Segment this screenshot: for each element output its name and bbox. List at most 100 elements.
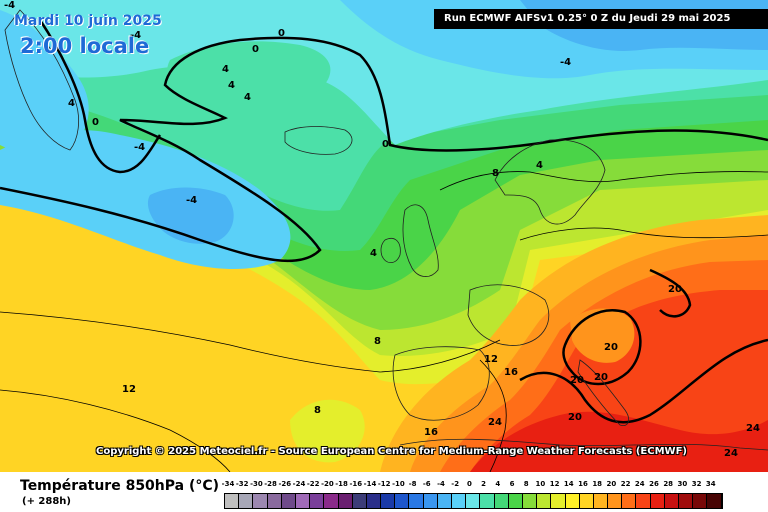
isotherm-label: 12 xyxy=(122,384,136,395)
legend-swatch xyxy=(409,494,424,508)
isotherm-label: 24 xyxy=(488,417,502,428)
legend-swatch xyxy=(608,494,623,508)
temperature-map: -4 0 0 4 4 4 4 0 -4 -4 0 -4 4 8 4 8 12 1… xyxy=(0,0,768,472)
legend-swatch xyxy=(664,494,679,508)
legend-swatch xyxy=(522,494,538,508)
legend-value-label: -22 xyxy=(306,480,320,488)
legend-swatch xyxy=(225,494,240,508)
isotherm-thin-3 xyxy=(439,171,768,191)
legend-value-label: -2 xyxy=(451,480,460,488)
isotherm-20-alps xyxy=(562,309,642,386)
legend-value-label: 14 xyxy=(563,480,574,488)
legend-value-label: 6 xyxy=(509,480,515,488)
isotherm-label: 12 xyxy=(484,354,498,365)
legend-swatch xyxy=(324,494,339,508)
legend-value-label: 20 xyxy=(606,480,617,488)
isotherm-label: 4 xyxy=(222,64,229,75)
legend-swatch xyxy=(381,494,396,508)
map-canvas: -4 0 0 4 4 4 4 0 -4 -4 0 -4 4 8 4 8 12 1… xyxy=(0,0,768,472)
isotherm-label: 8 xyxy=(314,405,321,416)
legend-value-label: -28 xyxy=(264,480,277,488)
legend-swatch xyxy=(622,494,637,508)
legend-value-label: 24 xyxy=(634,480,645,488)
legend-value-label: 34 xyxy=(705,480,716,488)
isotherm-20-south xyxy=(519,338,768,424)
isotherm-label: 0 xyxy=(382,139,389,150)
legend-swatch xyxy=(650,494,665,508)
lead-time: (+ 288h) xyxy=(22,496,71,507)
isotherm-label: 4 xyxy=(244,92,251,103)
legend-swatch xyxy=(281,494,296,508)
legend-swatch xyxy=(579,494,594,508)
isotherm-label: 4 xyxy=(228,80,235,91)
coastline-italy xyxy=(577,359,630,427)
field-arctic-islands xyxy=(166,41,331,103)
legend-value-label: -32 xyxy=(235,480,249,488)
legend-value-label: 8 xyxy=(523,480,529,488)
legend-value-label: -16 xyxy=(349,480,363,488)
coastline-scandinavia xyxy=(494,139,606,225)
legend-swatch xyxy=(466,494,481,508)
isotherm-label: 20 xyxy=(668,284,682,295)
isotherm-label: -4 xyxy=(186,195,197,206)
forecast-date: Mardi 10 juin 2025 xyxy=(14,13,162,29)
legend-swatch xyxy=(693,494,708,508)
legend-swatch xyxy=(423,494,438,508)
legend-swatch xyxy=(239,494,254,508)
copyright-notice: Copyright © 2025 Meteociel.fr - Source E… xyxy=(96,446,687,457)
isotherm-label: 20 xyxy=(568,412,582,423)
legend-value-label: -18 xyxy=(335,480,348,488)
isotherm-thin-4 xyxy=(519,227,768,241)
coastline-britain xyxy=(402,204,439,277)
legend-swatch xyxy=(707,494,722,508)
legend-value-label: -30 xyxy=(250,480,263,488)
field-24-26 xyxy=(470,411,768,472)
isotherm-label: 4 xyxy=(370,248,377,259)
legend-value-label: -10 xyxy=(392,480,405,488)
field-alps xyxy=(570,308,635,363)
isotherm-label: -4 xyxy=(4,0,15,11)
legend-value-label: 12 xyxy=(549,480,560,488)
legend-swatch xyxy=(494,494,509,508)
isotherm-label: 16 xyxy=(504,367,518,378)
color-legend: -34 -32 -30 -28 -26 -24 -22 -2 0 -18 -16 -14 -12 -10 -… xyxy=(221,480,744,510)
forecast-local-time: 2:00 locale xyxy=(20,34,150,58)
isotherm-label: -4 xyxy=(134,142,145,153)
legend-swatch xyxy=(310,494,325,508)
isotherm-0 xyxy=(0,36,768,263)
legend-swatch xyxy=(636,494,651,508)
legend-value-label: -26 xyxy=(278,480,292,488)
coastline-ireland xyxy=(380,238,401,264)
legend-value-label: 4 xyxy=(495,480,501,488)
isotherm-label: 24 xyxy=(724,448,738,459)
isotherm-label: 4 xyxy=(68,98,75,109)
variable-title: Température 850hPa (°C) xyxy=(20,478,220,494)
legend-value-label: -6 xyxy=(422,480,431,488)
isotherm-label: 8 xyxy=(492,168,499,179)
isotherm-0-greenland xyxy=(38,19,162,174)
legend-value-label: -34 xyxy=(221,480,235,488)
legend-swatch xyxy=(551,494,566,508)
legend-value-label: -14 xyxy=(363,480,377,488)
legend-value-label: 32 xyxy=(691,480,702,488)
isotherm-label: 20 xyxy=(570,375,584,386)
coastline-iceland xyxy=(284,126,353,155)
legend-swatch xyxy=(295,494,311,508)
isotherm-label: 20 xyxy=(604,342,618,353)
legend-value-label: 0 xyxy=(466,480,472,488)
isotherm-label: -4 xyxy=(130,30,141,41)
legend-value-label: 26 xyxy=(649,480,659,488)
field-atlantic-tongue xyxy=(290,399,365,463)
legend-swatch xyxy=(338,494,353,508)
isotherm-label: 4 xyxy=(536,160,543,171)
legend-value-label: -12 xyxy=(377,480,391,488)
legend-value-label: 2 xyxy=(481,480,487,488)
coastline-greenland xyxy=(4,9,80,151)
legend-value-label: -24 xyxy=(292,480,306,488)
legend-swatch xyxy=(267,494,282,508)
isotherm-label: 16 xyxy=(424,427,438,438)
legend-swatch xyxy=(508,494,523,508)
legend-swatch xyxy=(565,494,580,508)
coastline-france xyxy=(467,284,550,346)
